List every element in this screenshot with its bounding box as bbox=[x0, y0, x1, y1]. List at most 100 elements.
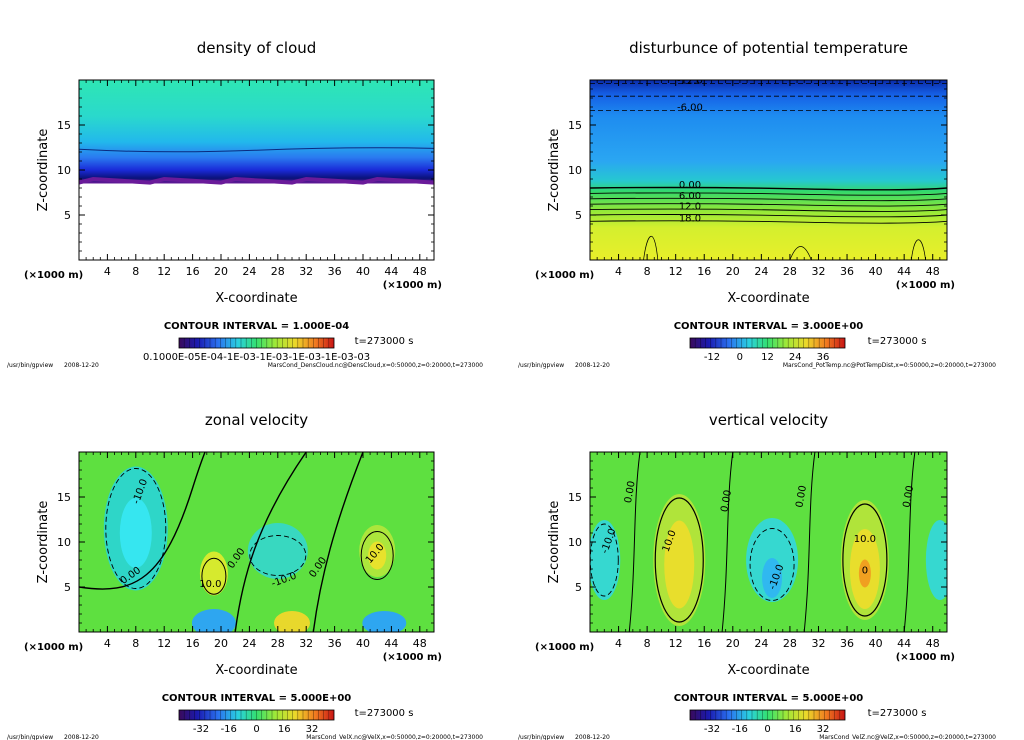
x-tick-label: 48 bbox=[926, 637, 940, 650]
x-tick-label: 32 bbox=[811, 265, 825, 278]
x-unit-right: (×1000 m) bbox=[896, 652, 955, 663]
x-tick-label: 36 bbox=[840, 637, 854, 650]
contour-label: 0.00 bbox=[794, 485, 809, 509]
x-tick-label: 8 bbox=[644, 637, 651, 650]
contour-negative bbox=[249, 535, 307, 576]
y-tick-label: 5 bbox=[575, 209, 582, 222]
colorbar-label: -32 bbox=[193, 724, 209, 735]
contour-label: 0.00 bbox=[719, 489, 734, 513]
panel-3: zonal velocity -10.00.00 10.00.00-10.00.00… bbox=[7, 411, 483, 740]
time-label: t=273000 s bbox=[355, 708, 414, 719]
panel-title: vertical velocity bbox=[709, 411, 828, 429]
contour-label: -12.0 bbox=[677, 76, 703, 87]
x-tick-label: 12 bbox=[669, 265, 683, 278]
contour-label: 6.00 bbox=[679, 191, 701, 202]
x-tick-label: 32 bbox=[299, 637, 313, 650]
y-axis-label: Z-coordinate bbox=[36, 129, 51, 212]
x-tick-label: 28 bbox=[271, 637, 285, 650]
positive-cell bbox=[199, 551, 228, 596]
time-label: t=273000 s bbox=[355, 336, 414, 347]
field-fill bbox=[590, 80, 947, 260]
x-tick-label: 12 bbox=[157, 637, 171, 650]
x-tick-label: 16 bbox=[697, 637, 711, 650]
x-tick-label: 32 bbox=[811, 637, 825, 650]
x-tick-label: 28 bbox=[783, 265, 797, 278]
x-tick-label: 16 bbox=[697, 265, 711, 278]
footer-date: 2008-12-20 bbox=[575, 734, 610, 740]
x-tick-label: 32 bbox=[299, 265, 313, 278]
x-axis-label: X-coordinate bbox=[215, 663, 297, 678]
panel-title: disturbunce of potential temperature bbox=[629, 39, 908, 57]
contour-positive bbox=[590, 192, 947, 196]
negative-cell bbox=[362, 611, 407, 632]
plot-area bbox=[79, 80, 434, 260]
x-tick-label: 44 bbox=[897, 637, 911, 650]
x-tick-label: 16 bbox=[186, 265, 200, 278]
contour-positive bbox=[590, 208, 947, 212]
x-tick-label: 12 bbox=[157, 265, 171, 278]
x-axis-label: X-coordinate bbox=[215, 291, 297, 306]
x-tick-label: 48 bbox=[926, 265, 940, 278]
contour-label: 0.00 bbox=[679, 180, 701, 191]
contour-interval: CONTOUR INTERVAL = 5.000E+00 bbox=[674, 693, 864, 704]
colorbar-label: -12 bbox=[704, 352, 720, 363]
negative-core bbox=[762, 558, 783, 598]
y-tick-label: 10 bbox=[568, 536, 582, 549]
cloud-layer bbox=[79, 80, 434, 184]
positive-core bbox=[664, 520, 695, 609]
y-tick-label: 15 bbox=[57, 491, 71, 504]
contour-zero bbox=[903, 452, 916, 632]
contour-label: -6.00 bbox=[677, 103, 703, 114]
footer-path: /usr/bin/gpview bbox=[7, 362, 53, 369]
colorbar-label: 16 bbox=[789, 724, 802, 735]
y-tick-label: 10 bbox=[57, 536, 71, 549]
x-tick-label: 40 bbox=[869, 265, 883, 278]
x-tick-label: 16 bbox=[186, 637, 200, 650]
colorbar-label: 12 bbox=[761, 352, 774, 363]
x-tick-label: 40 bbox=[869, 637, 883, 650]
contour-label: 10.0 bbox=[854, 534, 876, 545]
x-axis-label: X-coordinate bbox=[727, 663, 809, 678]
colorbar-label: -16 bbox=[221, 724, 237, 735]
contour-positive bbox=[201, 557, 227, 595]
x-tick-label: 8 bbox=[644, 265, 651, 278]
x-tick-label: 28 bbox=[271, 265, 285, 278]
x-tick-label: 48 bbox=[413, 637, 427, 650]
y-tick-label: 15 bbox=[568, 119, 582, 132]
contour-positive bbox=[590, 186, 947, 191]
panel-2: disturbunce of potential temperature -12.… bbox=[518, 39, 996, 369]
y-tick-label: 15 bbox=[57, 119, 71, 132]
contour-label: 12.0 bbox=[679, 202, 701, 213]
positive-core bbox=[368, 541, 387, 570]
footer-file: MarsCond_VelX.nc@VelX,x=0:50000,z=0:2000… bbox=[306, 734, 483, 740]
y-tick-label: 5 bbox=[64, 581, 71, 594]
negative-cell bbox=[925, 520, 947, 600]
footer-path: /usr/bin/gpview bbox=[7, 734, 53, 740]
time-label: t=273000 s bbox=[868, 708, 927, 719]
colorbar-label: -16 bbox=[732, 724, 748, 735]
contour-label: 0.00 bbox=[901, 485, 916, 509]
x-tick-label: 24 bbox=[242, 265, 256, 278]
negative-cell bbox=[590, 520, 621, 600]
x-tick-label: 12 bbox=[669, 637, 683, 650]
colorbar-label: 32 bbox=[306, 724, 319, 735]
negative-cell bbox=[191, 609, 236, 632]
y-tick-label: 5 bbox=[64, 209, 71, 222]
colorbar-label: 0 bbox=[764, 724, 770, 735]
x-tick-label: 36 bbox=[840, 265, 854, 278]
x-tick-label: 20 bbox=[726, 265, 740, 278]
contour-label: 18.0 bbox=[679, 213, 701, 224]
y-tick-label: 5 bbox=[575, 581, 582, 594]
panel-title: zonal velocity bbox=[205, 411, 308, 429]
y-axis-label: Z-coordinate bbox=[547, 129, 562, 212]
contour-positive bbox=[590, 197, 947, 202]
x-tick-label: 44 bbox=[384, 265, 398, 278]
colorbar-label: 16 bbox=[278, 724, 291, 735]
x-unit-left: (×1000 m) bbox=[24, 270, 83, 281]
colorbar-label: 32 bbox=[817, 724, 830, 735]
y-axis-label: Z-coordinate bbox=[547, 501, 562, 584]
